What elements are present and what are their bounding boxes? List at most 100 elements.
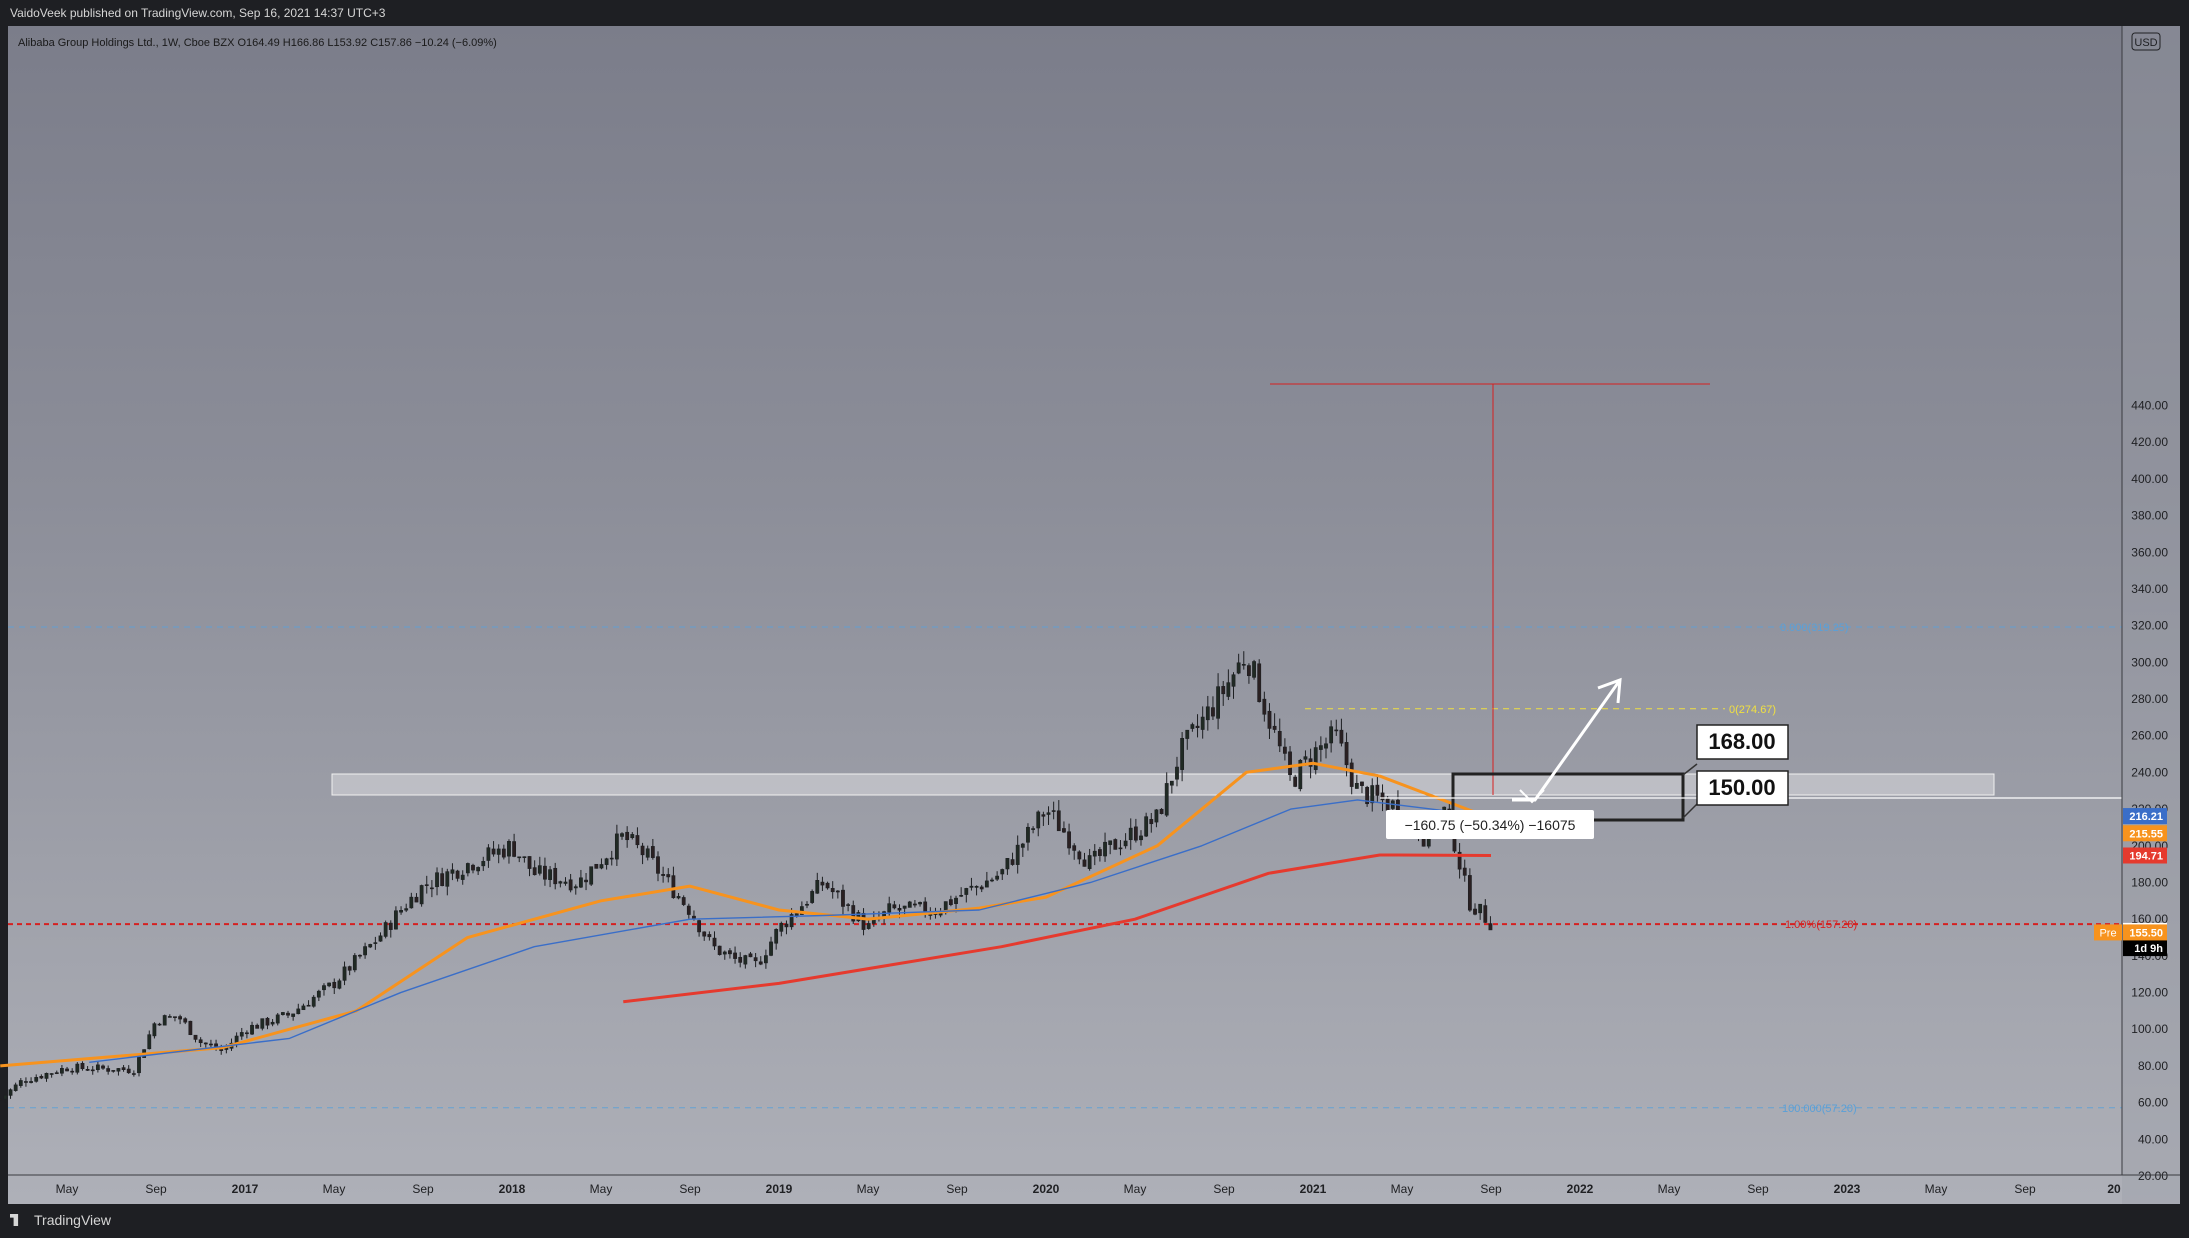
candle-body (460, 874, 465, 880)
price-label-bg (2123, 808, 2167, 825)
candle-body (1467, 875, 1472, 911)
candle-body (1118, 847, 1123, 850)
candle-body (1128, 827, 1133, 841)
candle-body (1051, 810, 1056, 812)
candle-body (507, 841, 511, 857)
candle-body (892, 904, 897, 909)
candle-body (866, 923, 871, 929)
candle-body (455, 870, 460, 879)
candle-body (1277, 731, 1282, 747)
candle-body (275, 1014, 280, 1024)
price-axis[interactable]: 20.0040.0060.0080.00100.00120.00140.0016… (2121, 26, 2180, 1204)
candle-body (188, 1020, 193, 1036)
candle-body (579, 877, 583, 888)
candle-body (810, 891, 815, 903)
legend-text: Alibaba Group Holdings Ltd., 1W, Cboe BZ… (18, 37, 497, 49)
price-label: 215.55 (2129, 828, 2163, 840)
price-label: 155.50 (2129, 927, 2163, 939)
candle-body (568, 879, 573, 891)
candle-body (1365, 786, 1370, 805)
candle-body (471, 864, 475, 871)
candle-body (1082, 859, 1087, 867)
price-axis-bg (2122, 26, 2180, 1204)
x-tick-label: 2023 (1834, 1182, 1861, 1196)
candle-body (1000, 869, 1005, 875)
y-tick-label: 320.00 (2131, 619, 2168, 633)
candle-body (1026, 826, 1030, 843)
candle-body (450, 869, 455, 874)
candle-body (1149, 819, 1154, 825)
x-tick-label: Sep (412, 1182, 434, 1196)
candle-body (75, 1063, 80, 1073)
candle-body (979, 886, 984, 890)
candle-body (1133, 826, 1138, 841)
candle-body (1329, 726, 1334, 744)
price-label: 1d 9h (2134, 943, 2163, 955)
candle-body (517, 856, 522, 859)
x-tick-label: May (857, 1182, 880, 1196)
y-tick-label: 40.00 (2138, 1132, 2168, 1146)
candle-body (722, 951, 727, 955)
candle-body (1375, 784, 1380, 796)
candle-body (563, 881, 568, 884)
y-tick-label: 280.00 (2131, 692, 2168, 706)
candle-body (1380, 792, 1385, 801)
candle-body (131, 1073, 136, 1075)
candle-body (573, 886, 578, 889)
candle-body (1226, 682, 1231, 697)
candle-body (1108, 840, 1113, 845)
candle-body (193, 1034, 198, 1040)
candle-body (604, 858, 609, 865)
candle-body (661, 874, 666, 876)
candle-body (948, 899, 953, 905)
candle-body (763, 955, 768, 964)
chart-pane[interactable] (8, 26, 2180, 1204)
candle-body (1313, 747, 1318, 770)
candle-body (1092, 850, 1097, 857)
time-axis[interactable]: May Sep 2017 May Sep 2018 May Sep 2019 May Sep 2020… (8, 1174, 2180, 1196)
candle-body (712, 937, 717, 947)
y-tick-label: 60.00 (2138, 1096, 2168, 1110)
ma_blue-line (89, 799, 1492, 1063)
candle-body (738, 956, 743, 963)
y-tick-label: 180.00 (2131, 875, 2168, 889)
candle-body (537, 865, 542, 874)
legend: Alibaba Group Holdings Ltd., 1W, Cboe BZ… (18, 37, 497, 49)
candle-body (1272, 725, 1277, 730)
candle-body (481, 861, 486, 867)
candle-body (255, 1024, 260, 1029)
price-label-bg (2123, 940, 2167, 957)
y-tick-label: 80.00 (2138, 1059, 2168, 1073)
candle-body (1360, 781, 1364, 786)
candle-body (1385, 798, 1390, 811)
tradingview-logo[interactable]: TradingView (10, 1212, 111, 1228)
currency-badge[interactable]: USD (2131, 32, 2161, 51)
candle-body (995, 875, 1000, 880)
fib-label-3: 100.000(57.20) (1782, 1103, 1857, 1115)
candle-body (1262, 698, 1267, 715)
candle-body (815, 880, 820, 894)
x-tick-label: May (590, 1182, 613, 1196)
candle-body (728, 950, 732, 955)
candle-body (1195, 725, 1200, 729)
candle-body (95, 1064, 100, 1071)
candle-body (1200, 716, 1205, 730)
candle-body (779, 922, 784, 932)
candle-body (409, 896, 414, 909)
x-tick-label: May (1925, 1182, 1948, 1196)
candle-body (383, 922, 388, 937)
x-tick-label: 2022 (1567, 1182, 1594, 1196)
candle-body (250, 1024, 254, 1035)
candle-body (85, 1069, 90, 1071)
candle-body (1324, 743, 1328, 749)
candle-body (1211, 707, 1215, 717)
arrow-head-icon (1597, 677, 1622, 704)
candle-body (609, 857, 614, 860)
candle-body (1478, 903, 1483, 914)
candle-body (465, 863, 470, 874)
candle-body (1169, 780, 1174, 786)
candle-body (13, 1084, 18, 1091)
candle-body (959, 895, 964, 897)
